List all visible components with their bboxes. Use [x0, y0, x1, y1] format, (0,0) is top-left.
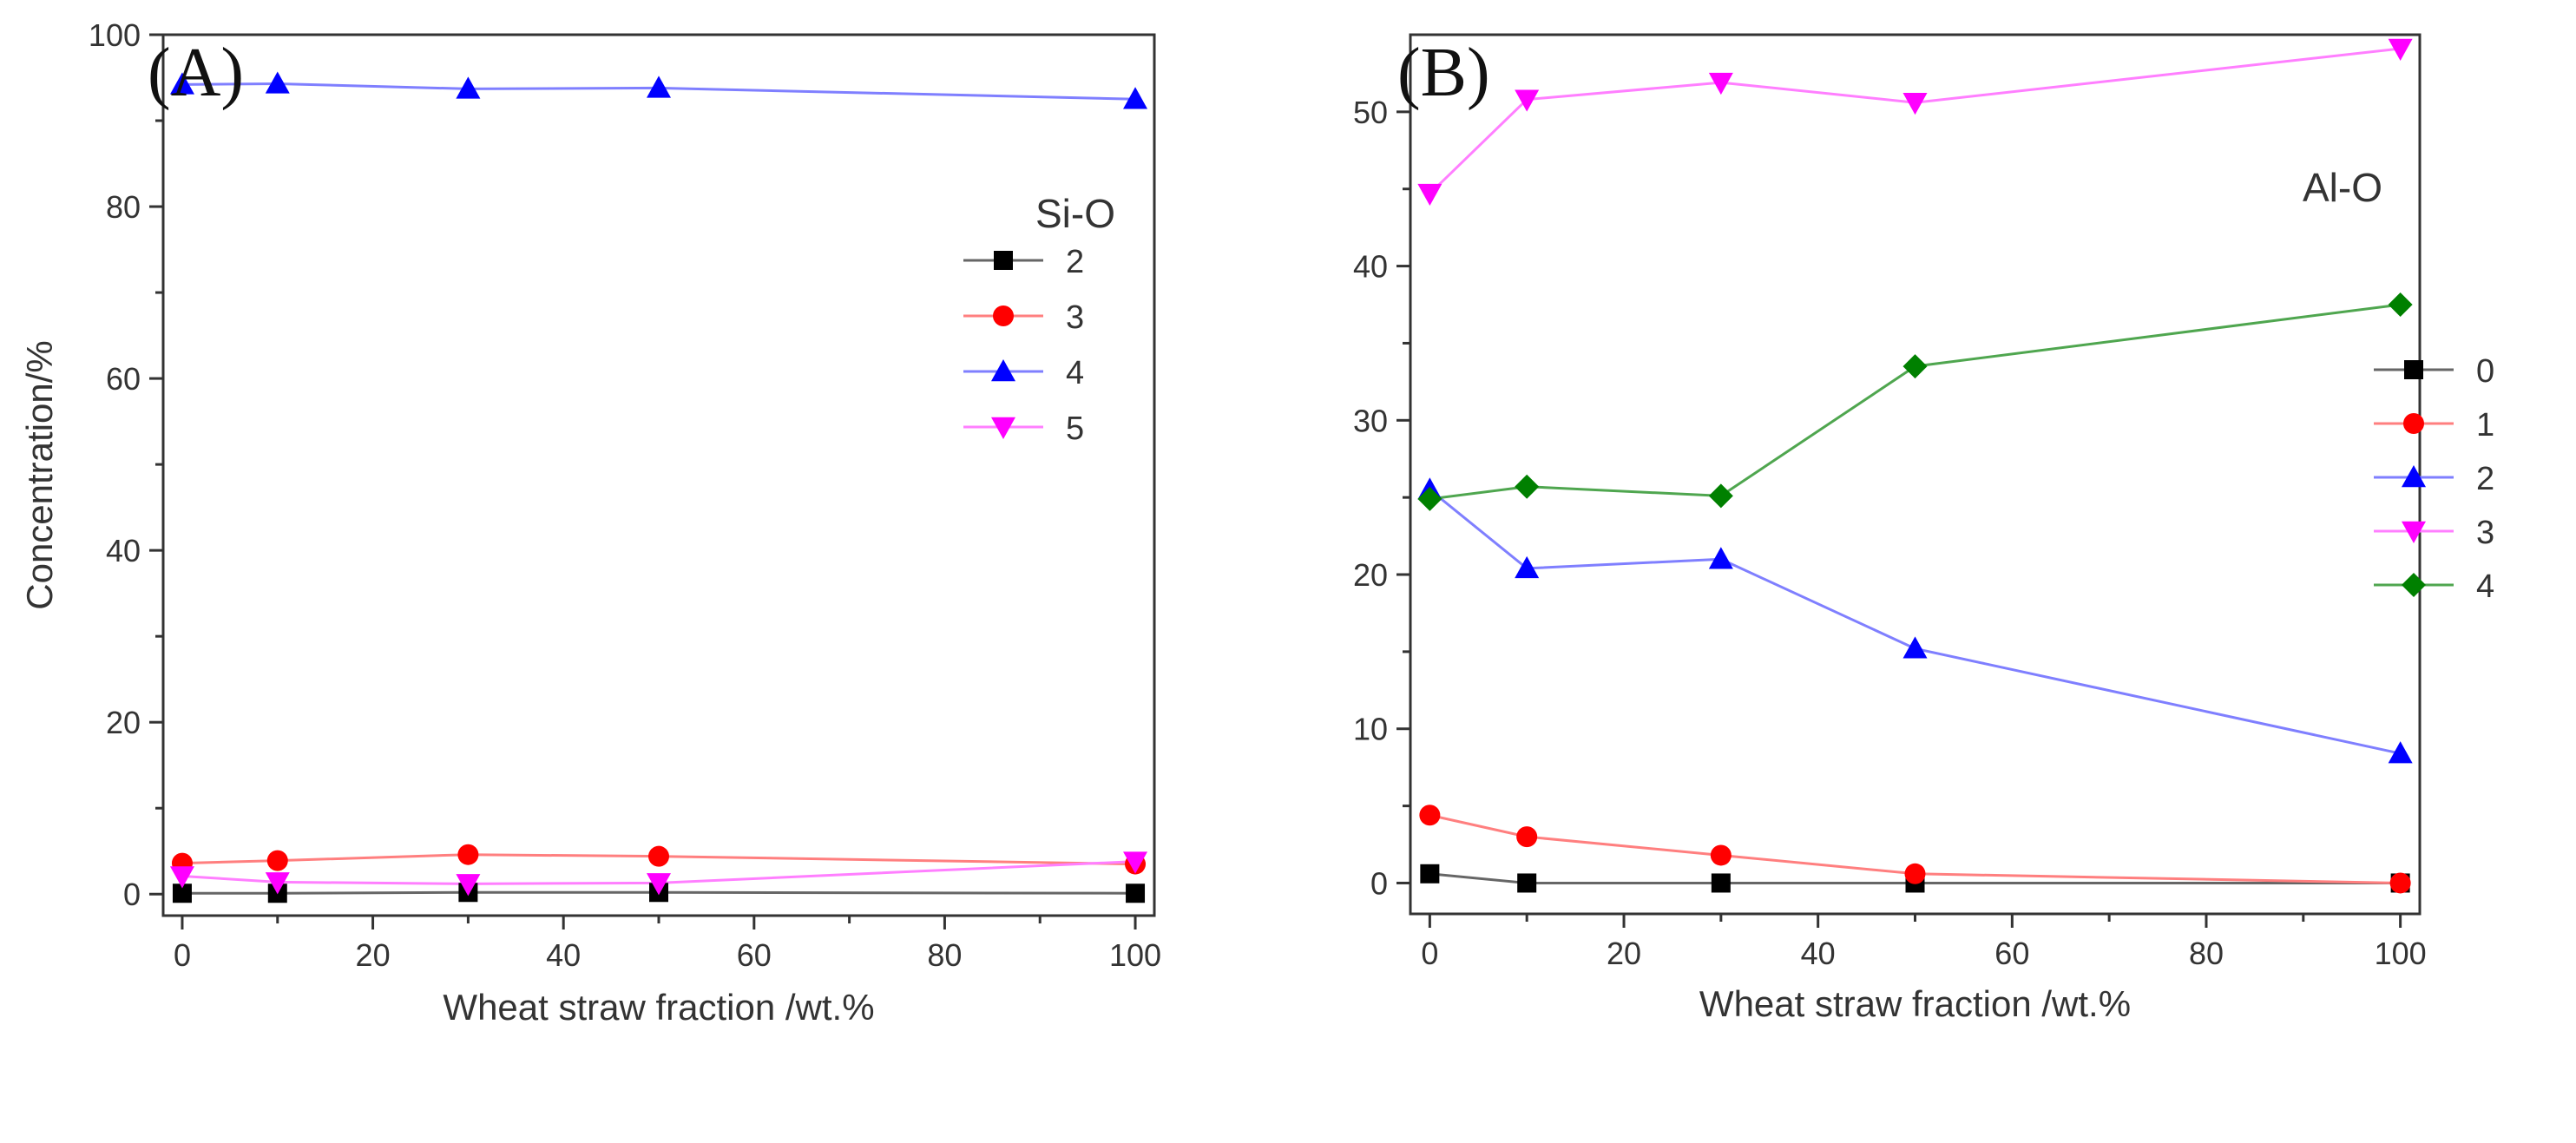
- data-point-2: [1515, 555, 1540, 579]
- x-tick-label: 60: [737, 937, 772, 973]
- data-point-3: [1708, 72, 1733, 95]
- series-line-3: [1429, 47, 2401, 195]
- data-point-5: [1123, 851, 1148, 874]
- legend-marker: [991, 417, 1015, 439]
- legend: 2 3 4 5: [963, 244, 1084, 447]
- x-tick-label: 20: [356, 937, 391, 973]
- data-point-4: [1708, 483, 1733, 509]
- data-point-1: [1710, 844, 1732, 866]
- data-point-1: [1516, 826, 1538, 848]
- data-point-4: [1417, 486, 1442, 511]
- data-point-0: [1420, 864, 1440, 884]
- x-tick-label: 100: [2375, 936, 2427, 971]
- panel-label: (A): [148, 35, 244, 111]
- y-tick-label: 0: [123, 877, 141, 912]
- annotation-label: Al-O: [2303, 165, 2382, 210]
- x-axis-title: Wheat straw fraction /wt.%: [443, 987, 874, 1028]
- data-point-1: [2389, 872, 2411, 894]
- y-tick-label: 60: [106, 361, 141, 397]
- data-point-0: [1711, 873, 1731, 893]
- legend-marker: [993, 305, 1014, 326]
- x-tick-label: 40: [546, 937, 581, 973]
- data-point-4: [2388, 292, 2413, 318]
- x-tick-label: 0: [1421, 936, 1438, 971]
- series-line-4: [1429, 303, 2401, 501]
- data-point-4: [456, 76, 481, 99]
- data-point-2: [1708, 547, 1733, 569]
- x-tick-label: 40: [1801, 936, 1836, 971]
- data-point-3: [1902, 92, 1928, 115]
- data-point-3: [457, 844, 479, 865]
- data-point-2: [172, 884, 192, 903]
- data-point-1: [1419, 805, 1441, 826]
- data-point-2: [1126, 884, 1146, 903]
- data-point-2: [2388, 741, 2413, 764]
- panel-label: (B): [1397, 35, 1490, 111]
- legend-marker: [2402, 521, 2426, 543]
- legend-label: 4: [2476, 568, 2494, 605]
- plot-frame: [1409, 33, 2422, 916]
- data-point-4: [1902, 354, 1928, 379]
- legend-label: 4: [1066, 355, 1084, 391]
- data-point-5: [265, 872, 290, 895]
- data-point-5: [456, 874, 481, 897]
- panel-a: 0 20 40 60 80 100 0 20 40 60 80 100 Wheat straw frac…: [19, 17, 1161, 1028]
- data-point-4: [1123, 87, 1148, 109]
- legend-label: 2: [1066, 244, 1084, 280]
- data-point-4: [169, 72, 194, 95]
- legend-marker: [2404, 360, 2423, 379]
- y-tick-label: 30: [1353, 403, 1388, 438]
- y-tick-label: 50: [1353, 95, 1388, 130]
- y-tick-label: 80: [106, 189, 141, 225]
- legend-marker: [994, 251, 1013, 270]
- y-tick-label: 20: [106, 705, 141, 740]
- legend-label: 5: [1066, 411, 1084, 447]
- data-point-4: [1515, 474, 1540, 499]
- legend: 0 1 2 3 4: [2374, 353, 2494, 605]
- data-point-3: [2388, 38, 2413, 61]
- y-tick-label: 40: [1353, 249, 1388, 285]
- x-tick-label: 100: [1109, 937, 1161, 973]
- y-tick-label: 100: [89, 17, 141, 53]
- x-axis-title: Wheat straw fraction /wt.%: [1699, 983, 2131, 1024]
- legend-marker: [2403, 413, 2424, 434]
- legend-marker: [991, 359, 1015, 382]
- legend-marker: [2402, 573, 2426, 597]
- data-point-3: [1417, 183, 1442, 207]
- data-point-5: [169, 866, 194, 889]
- series-line-2: [1429, 489, 2401, 755]
- data-point-3: [266, 850, 288, 871]
- legend-label: 3: [1066, 299, 1084, 336]
- legend-label: 0: [2476, 353, 2494, 390]
- x-tick-label: 0: [174, 937, 191, 973]
- x-tick-label: 60: [1994, 936, 2029, 971]
- data-point-5: [647, 873, 671, 896]
- data-point-2: [1902, 636, 1928, 659]
- data-point-3: [1515, 89, 1540, 112]
- y-tick-label: 20: [1353, 557, 1388, 593]
- x-tick-label: 80: [2189, 936, 2224, 971]
- annotation-label: Si-O: [1035, 191, 1115, 236]
- legend-label: 2: [2476, 461, 2494, 497]
- legend-label: 1: [2476, 407, 2494, 443]
- legend-marker: [2402, 465, 2426, 488]
- data-point-0: [1517, 873, 1537, 893]
- plot-frame: [161, 33, 1156, 917]
- y-axis-title: Concentration/%: [19, 340, 60, 610]
- data-point-1: [1904, 863, 1926, 884]
- y-tick-label: 10: [1353, 712, 1388, 747]
- data-point-4: [647, 76, 671, 98]
- data-point-4: [265, 71, 290, 94]
- legend-label: 3: [2476, 515, 2494, 551]
- x-tick-label: 20: [1607, 936, 1641, 971]
- y-tick-label: 0: [1370, 865, 1388, 901]
- x-tick-label: 80: [927, 937, 962, 973]
- y-tick-label: 40: [106, 533, 141, 568]
- data-point-3: [648, 845, 669, 867]
